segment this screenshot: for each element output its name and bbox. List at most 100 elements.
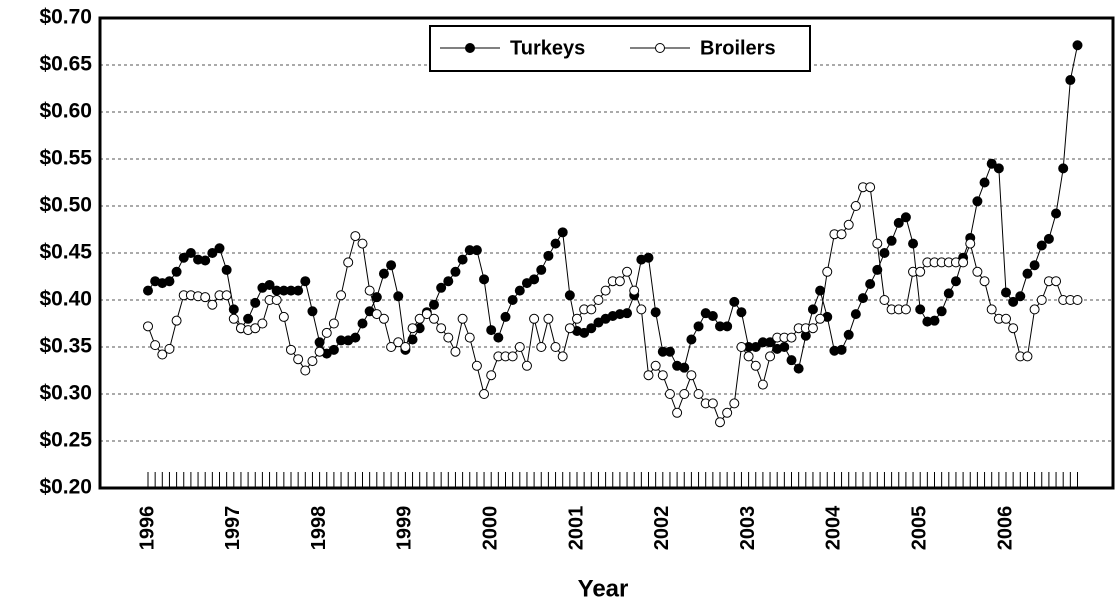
- data-point: [886, 235, 897, 246]
- data-point: [293, 354, 304, 365]
- data-point: [1072, 40, 1083, 51]
- data-point: [915, 304, 926, 315]
- data-point: [243, 313, 254, 324]
- data-point: [850, 201, 861, 211]
- legend-label: Turkeys: [510, 37, 585, 59]
- data-point: [643, 252, 654, 263]
- data-point: [807, 304, 818, 315]
- data-point: [693, 389, 704, 399]
- data-point: [972, 196, 983, 207]
- data-point: [865, 279, 876, 290]
- data-point: [321, 327, 332, 338]
- data-point: [564, 323, 575, 334]
- data-point: [958, 257, 969, 268]
- data-point: [836, 229, 847, 240]
- x-tick-label: 1996: [136, 506, 158, 551]
- data-point: [371, 309, 382, 320]
- data-point: [950, 276, 961, 287]
- data-point: [178, 252, 189, 263]
- data-point: [171, 266, 182, 277]
- data-point: [650, 360, 661, 371]
- data-point: [214, 243, 225, 254]
- data-point: [471, 245, 482, 256]
- data-point: [636, 304, 647, 315]
- data-point: [1001, 287, 1011, 298]
- data-point: [471, 360, 482, 371]
- data-point: [858, 293, 868, 304]
- data-point: [400, 342, 411, 352]
- data-point: [650, 307, 661, 318]
- data-point: [750, 360, 761, 371]
- data-point: [557, 351, 568, 362]
- data-point: [622, 266, 633, 277]
- data-point: [357, 238, 368, 249]
- data-point: [507, 295, 518, 305]
- data-point: [171, 315, 182, 326]
- data-point: [936, 306, 947, 317]
- data-point: [164, 276, 175, 287]
- data-point: [300, 365, 311, 376]
- data-point: [1029, 304, 1040, 315]
- data-point: [328, 318, 339, 329]
- data-point: [622, 308, 633, 319]
- data-point: [1029, 260, 1040, 271]
- y-tick-label: $0.30: [39, 382, 92, 405]
- data-point: [300, 276, 311, 287]
- data-point: [693, 321, 704, 332]
- data-point: [707, 310, 718, 321]
- data-point: [965, 238, 976, 249]
- data-point: [500, 311, 511, 322]
- data-point: [336, 290, 347, 301]
- data-point: [407, 323, 418, 334]
- data-point: [343, 257, 354, 268]
- data-point: [378, 268, 389, 279]
- data-point: [293, 285, 304, 296]
- data-point: [436, 282, 447, 293]
- data-point: [443, 276, 454, 287]
- data-point: [657, 370, 668, 381]
- data-point: [1043, 233, 1054, 244]
- data-point: [850, 309, 861, 320]
- x-tick-label: 2006: [994, 506, 1016, 551]
- data-point: [765, 337, 776, 348]
- data-point: [593, 295, 604, 305]
- data-point: [879, 248, 890, 258]
- data-point: [307, 356, 318, 367]
- data-point: [865, 182, 876, 193]
- data-point: [815, 313, 826, 324]
- x-tick-label: 2001: [565, 506, 587, 551]
- y-tick-label: $0.45: [39, 241, 92, 264]
- data-point: [557, 227, 568, 238]
- data-point: [986, 304, 997, 315]
- data-point: [464, 332, 475, 343]
- data-point: [378, 313, 389, 324]
- data-point: [900, 212, 911, 223]
- data-point: [986, 158, 997, 169]
- data-point: [307, 306, 318, 317]
- data-point: [893, 217, 904, 228]
- data-point: [579, 327, 590, 338]
- data-point: [908, 238, 919, 249]
- data-point: [972, 266, 983, 277]
- data-point: [1072, 295, 1083, 305]
- data-point: [686, 370, 697, 381]
- data-point: [543, 313, 554, 324]
- data-point: [429, 299, 439, 310]
- x-tick-label: 2005: [908, 506, 930, 551]
- data-point: [278, 311, 289, 322]
- data-point: [779, 342, 790, 352]
- data-point: [450, 266, 461, 277]
- data-point: [1036, 240, 1047, 251]
- data-point: [572, 313, 582, 324]
- data-point: [200, 255, 211, 266]
- data-point: [664, 389, 675, 399]
- data-point: [586, 323, 597, 334]
- data-point: [743, 351, 754, 362]
- data-point: [1015, 291, 1026, 302]
- y-tick-label: $0.55: [39, 147, 92, 170]
- data-point: [1022, 351, 1033, 362]
- data-point: [350, 231, 361, 242]
- data-point: [207, 299, 218, 310]
- data-point: [328, 344, 339, 355]
